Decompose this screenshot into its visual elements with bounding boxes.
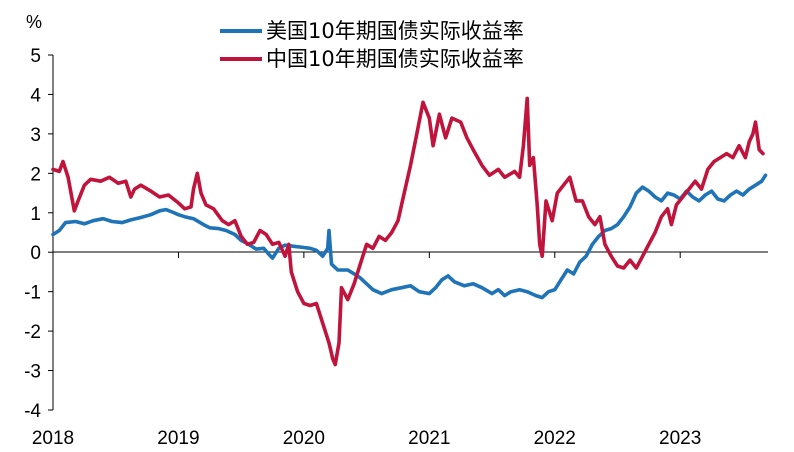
y-unit-label: % bbox=[26, 12, 42, 32]
legend: 美国10年期国债实际收益率 中国10年期国债实际收益率 bbox=[220, 19, 524, 71]
y-tick-label: -3 bbox=[24, 362, 41, 383]
legend-label-cn: 中国10年期国债实际收益率 bbox=[266, 47, 524, 71]
x-tick-label: 2019 bbox=[157, 428, 199, 449]
x-tick-label: 2020 bbox=[283, 428, 325, 449]
x-tick-label: 2018 bbox=[32, 428, 74, 449]
x-tick-label: 2021 bbox=[408, 428, 450, 449]
x-ticks: 2018 2019 2020 2021 2022 2023 bbox=[32, 252, 701, 449]
series-line-cn bbox=[51, 96, 765, 367]
y-tick-label: 3 bbox=[30, 125, 41, 146]
y-tick-label: 5 bbox=[30, 46, 41, 67]
x-tick-label: 2023 bbox=[659, 428, 701, 449]
series-line-us bbox=[51, 173, 768, 300]
y-tick-label: 4 bbox=[30, 85, 41, 106]
y-tick-label: -1 bbox=[24, 283, 41, 304]
y-ticks: 5 4 3 2 1 0 -1 -2 -3 -4 bbox=[24, 46, 53, 422]
y-tick-label: 1 bbox=[30, 204, 41, 225]
legend-label-us: 美国10年期国债实际收益率 bbox=[266, 19, 524, 43]
y-tick-label: 2 bbox=[30, 164, 41, 185]
series-lines bbox=[51, 96, 768, 367]
y-tick-label: -2 bbox=[24, 322, 41, 343]
y-tick-label: 0 bbox=[30, 243, 41, 264]
y-tick-label: -4 bbox=[24, 401, 41, 422]
x-tick-label: 2022 bbox=[534, 428, 576, 449]
